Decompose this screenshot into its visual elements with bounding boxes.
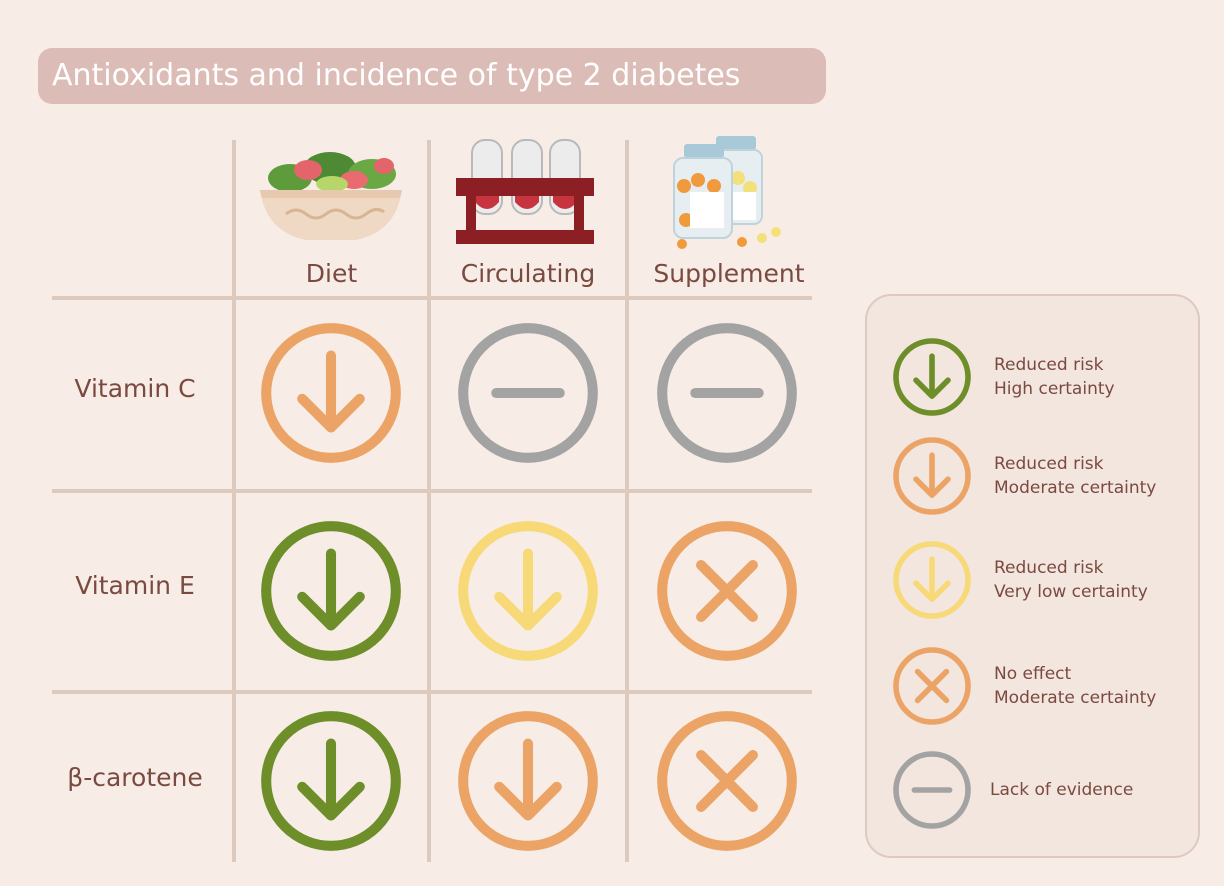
legend-label: Reduced risk Moderate certainty: [994, 452, 1156, 500]
legend-arrow-down-icon: [893, 541, 971, 619]
legend-line-2: Moderate certainty: [994, 478, 1157, 498]
column-header-circulating: Circulating: [460, 259, 596, 288]
grid-divider: [232, 140, 236, 862]
legend-label: Reduced risk Very low certainty: [994, 556, 1148, 604]
status-dash-icon: [657, 323, 797, 463]
legend-label: Lack of evidence: [990, 780, 1134, 800]
legend-line-1: Reduced risk: [994, 454, 1104, 474]
legend-line-1: No effect: [994, 664, 1072, 684]
grid-divider: [52, 489, 812, 493]
status-arrow-down-icon: [458, 521, 598, 661]
row-header-beta-carotene: β-carotene: [67, 763, 203, 792]
legend-line-1: Reduced risk: [994, 558, 1104, 578]
legend-cross-icon: [893, 647, 971, 725]
status-cross-icon: [657, 711, 797, 851]
status-arrow-down-icon: [261, 711, 401, 851]
page-title: Antioxidants and incidence of type 2 dia…: [52, 58, 741, 93]
legend-line-2: High certainty: [994, 379, 1115, 399]
blood-test-tubes-icon: [456, 139, 594, 244]
legend-dash-icon: [893, 751, 971, 829]
grid-divider: [427, 140, 431, 862]
grid-divider: [625, 140, 629, 862]
status-cross-icon: [657, 521, 797, 661]
status-dash-icon: [458, 323, 598, 463]
status-arrow-down-icon: [261, 521, 401, 661]
legend-label: No effect Moderate certainty: [994, 662, 1156, 710]
column-header-supplement: Supplement: [653, 259, 805, 288]
legend-line-2: Very low certainty: [994, 582, 1148, 602]
title-banner: [38, 48, 826, 104]
legend-arrow-down-icon: [893, 437, 971, 515]
status-arrow-down-icon: [458, 711, 598, 851]
column-header-diet: Diet: [305, 259, 358, 288]
supplement-bottles-icon: [673, 136, 781, 249]
status-arrow-down-icon: [261, 323, 401, 463]
row-header-vitamin-c: Vitamin C: [74, 374, 196, 403]
legend-line-1: Reduced risk: [994, 355, 1104, 375]
salad-bowl-icon: [260, 152, 402, 240]
legend-line-2: Moderate certainty: [994, 688, 1157, 708]
grid-divider: [52, 690, 812, 694]
legend-label: Reduced risk High certainty: [994, 353, 1115, 401]
row-header-vitamin-e: Vitamin E: [75, 571, 195, 600]
legend-arrow-down-icon: [893, 338, 971, 416]
grid-divider: [52, 296, 812, 300]
